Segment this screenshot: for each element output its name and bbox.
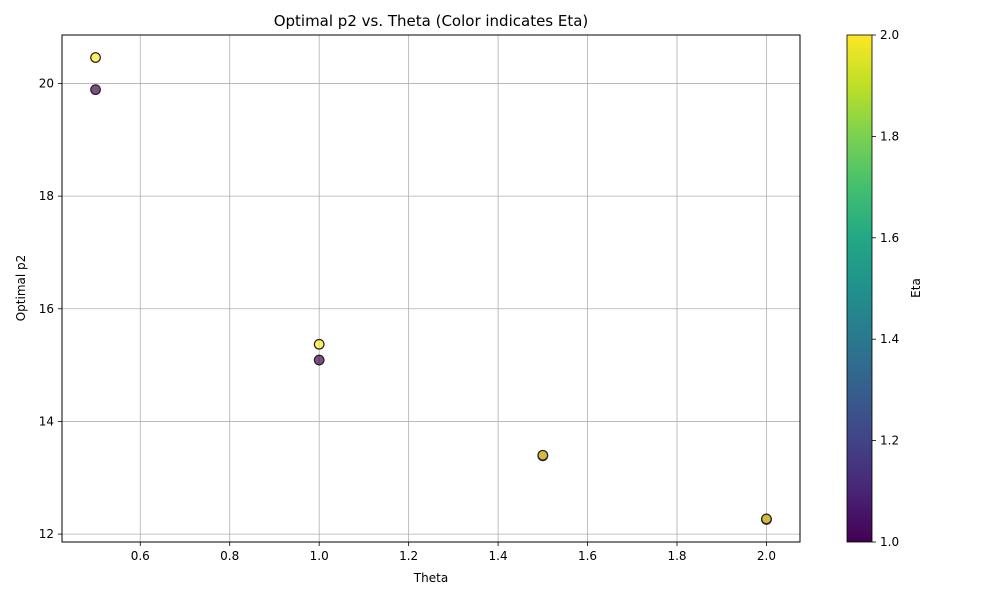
x-tick-label: 1.4 [489, 549, 508, 563]
scatter-point [761, 513, 772, 525]
y-tick-label: 18 [39, 189, 54, 203]
colorbar-tick-label: 2.0 [880, 28, 899, 42]
x-tick-label: 1.2 [399, 549, 418, 563]
y-tick-label: 20 [39, 76, 54, 90]
grid [62, 35, 800, 542]
y-axis-ticks: 12 14 16 18 20 [39, 76, 62, 541]
colorbar-label: Eta [909, 278, 923, 298]
x-tick-label: 1.8 [667, 549, 686, 563]
y-axis-label: Optimal p2 [14, 255, 28, 322]
x-tick-label: 0.8 [220, 549, 239, 563]
chart-title: Optimal p2 vs. Theta (Color indicates Et… [274, 12, 589, 30]
scatter-point [313, 354, 325, 366]
colorbar-tick-label: 1.6 [880, 231, 899, 245]
colorbar-tick-label: 1.8 [880, 129, 899, 143]
x-axis-label: Theta [413, 571, 448, 585]
x-tick-label: 1.6 [578, 549, 597, 563]
colorbar-tick-label: 1.4 [880, 332, 899, 346]
colorbar [846, 34, 873, 543]
x-tick-label: 2.0 [757, 549, 776, 563]
x-tick-label: 0.6 [131, 549, 150, 563]
scatter-point [537, 449, 549, 461]
scatter-point [313, 338, 325, 350]
x-tick-label: 1.0 [310, 549, 329, 563]
scatter-point [90, 52, 101, 63]
y-tick-label: 12 [39, 527, 54, 541]
colorbar-tick-label: 1.0 [880, 535, 899, 549]
data-points [90, 52, 772, 525]
x-axis-ticks: 0.6 0.8 1.0 1.2 1.4 1.6 1.8 2.0 [131, 542, 776, 563]
y-tick-label: 16 [39, 302, 54, 316]
plot-frame [61, 34, 801, 543]
scatter-point [90, 84, 101, 96]
y-tick-label: 14 [39, 414, 54, 428]
colorbar-ticks: 1.0 1.2 1.4 1.6 1.8 2.0 [872, 28, 899, 549]
colorbar-tick-label: 1.2 [880, 434, 899, 448]
